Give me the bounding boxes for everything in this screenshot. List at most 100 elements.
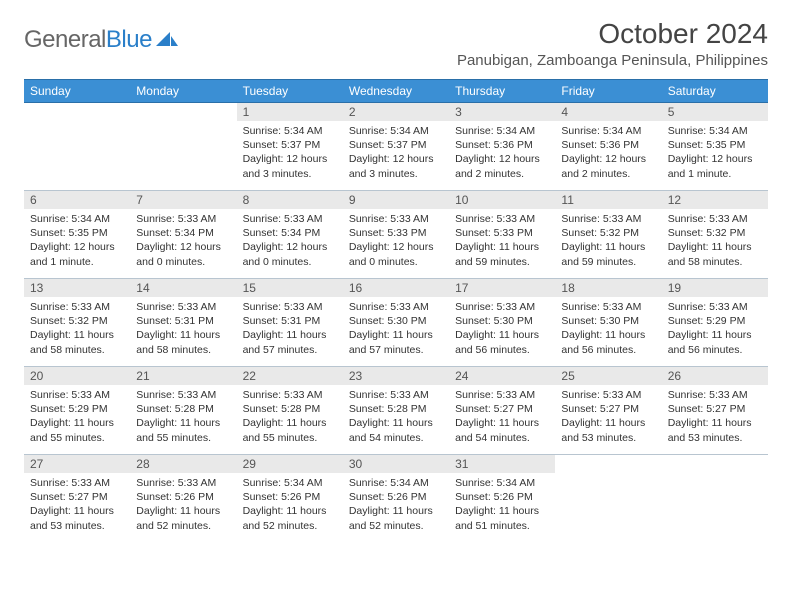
calendar-day-cell: 25Sunrise: 5:33 AMSunset: 5:27 PMDayligh…	[555, 367, 661, 455]
day-header: Sunday	[24, 80, 130, 103]
day-content: Sunrise: 5:34 AMSunset: 5:26 PMDaylight:…	[237, 473, 343, 537]
calendar-day-cell: 16Sunrise: 5:33 AMSunset: 5:30 PMDayligh…	[343, 279, 449, 367]
calendar-day-cell: 31Sunrise: 5:34 AMSunset: 5:26 PMDayligh…	[449, 455, 555, 543]
day-content: Sunrise: 5:33 AMSunset: 5:34 PMDaylight:…	[130, 209, 236, 273]
day-number: 23	[343, 367, 449, 385]
day-number: 12	[662, 191, 768, 209]
day-header: Monday	[130, 80, 236, 103]
calendar-day-cell: 22Sunrise: 5:33 AMSunset: 5:28 PMDayligh…	[237, 367, 343, 455]
calendar-day-cell: 13Sunrise: 5:33 AMSunset: 5:32 PMDayligh…	[24, 279, 130, 367]
day-content: Sunrise: 5:33 AMSunset: 5:31 PMDaylight:…	[130, 297, 236, 361]
day-number: 15	[237, 279, 343, 297]
day-header: Thursday	[449, 80, 555, 103]
page-header: GeneralBlue October 2024 Panubigan, Zamb…	[24, 18, 768, 69]
calendar-day-cell: 23Sunrise: 5:33 AMSunset: 5:28 PMDayligh…	[343, 367, 449, 455]
calendar-day-cell: 20Sunrise: 5:33 AMSunset: 5:29 PMDayligh…	[24, 367, 130, 455]
calendar-day-cell: 5Sunrise: 5:34 AMSunset: 5:35 PMDaylight…	[662, 103, 768, 191]
calendar-day-cell: 6Sunrise: 5:34 AMSunset: 5:35 PMDaylight…	[24, 191, 130, 279]
calendar-day-cell: ..	[130, 103, 236, 191]
calendar-day-cell: ..	[555, 455, 661, 543]
day-content: Sunrise: 5:33 AMSunset: 5:30 PMDaylight:…	[343, 297, 449, 361]
day-content: Sunrise: 5:33 AMSunset: 5:29 PMDaylight:…	[24, 385, 130, 449]
calendar-day-cell: 2Sunrise: 5:34 AMSunset: 5:37 PMDaylight…	[343, 103, 449, 191]
calendar-table: SundayMondayTuesdayWednesdayThursdayFrid…	[24, 79, 768, 543]
day-content: Sunrise: 5:34 AMSunset: 5:36 PMDaylight:…	[555, 121, 661, 185]
calendar-day-cell: 10Sunrise: 5:33 AMSunset: 5:33 PMDayligh…	[449, 191, 555, 279]
day-number: 14	[130, 279, 236, 297]
day-number: 9	[343, 191, 449, 209]
calendar-day-cell: 29Sunrise: 5:34 AMSunset: 5:26 PMDayligh…	[237, 455, 343, 543]
day-content: Sunrise: 5:33 AMSunset: 5:27 PMDaylight:…	[662, 385, 768, 449]
day-content: Sunrise: 5:33 AMSunset: 5:28 PMDaylight:…	[130, 385, 236, 449]
calendar-body: ....1Sunrise: 5:34 AMSunset: 5:37 PMDayl…	[24, 103, 768, 543]
month-title: October 2024	[457, 18, 768, 50]
day-header: Wednesday	[343, 80, 449, 103]
day-number: 8	[237, 191, 343, 209]
calendar-day-cell: 28Sunrise: 5:33 AMSunset: 5:26 PMDayligh…	[130, 455, 236, 543]
day-content: Sunrise: 5:33 AMSunset: 5:33 PMDaylight:…	[449, 209, 555, 273]
calendar-day-cell: 15Sunrise: 5:33 AMSunset: 5:31 PMDayligh…	[237, 279, 343, 367]
calendar-day-cell: 3Sunrise: 5:34 AMSunset: 5:36 PMDaylight…	[449, 103, 555, 191]
day-content: Sunrise: 5:33 AMSunset: 5:34 PMDaylight:…	[237, 209, 343, 273]
day-number: 18	[555, 279, 661, 297]
day-number: 10	[449, 191, 555, 209]
day-number: 1	[237, 103, 343, 121]
day-content: Sunrise: 5:34 AMSunset: 5:35 PMDaylight:…	[24, 209, 130, 273]
calendar-day-cell: ..	[24, 103, 130, 191]
day-number: 27	[24, 455, 130, 473]
day-content: Sunrise: 5:33 AMSunset: 5:30 PMDaylight:…	[555, 297, 661, 361]
day-number: 3	[449, 103, 555, 121]
calendar-week-row: 20Sunrise: 5:33 AMSunset: 5:29 PMDayligh…	[24, 367, 768, 455]
day-header-row: SundayMondayTuesdayWednesdayThursdayFrid…	[24, 80, 768, 103]
day-content: Sunrise: 5:33 AMSunset: 5:30 PMDaylight:…	[449, 297, 555, 361]
calendar-week-row: 27Sunrise: 5:33 AMSunset: 5:27 PMDayligh…	[24, 455, 768, 543]
calendar-day-cell: 26Sunrise: 5:33 AMSunset: 5:27 PMDayligh…	[662, 367, 768, 455]
day-content: Sunrise: 5:33 AMSunset: 5:27 PMDaylight:…	[555, 385, 661, 449]
calendar-day-cell: 18Sunrise: 5:33 AMSunset: 5:30 PMDayligh…	[555, 279, 661, 367]
day-content: Sunrise: 5:33 AMSunset: 5:27 PMDaylight:…	[24, 473, 130, 537]
calendar-day-cell: 17Sunrise: 5:33 AMSunset: 5:30 PMDayligh…	[449, 279, 555, 367]
brand-name-blue: Blue	[106, 26, 152, 53]
day-number: 25	[555, 367, 661, 385]
title-block: October 2024 Panubigan, Zamboanga Penins…	[457, 18, 768, 69]
calendar-page: GeneralBlue October 2024 Panubigan, Zamb…	[0, 0, 792, 561]
brand-name: GeneralBlue	[24, 26, 152, 54]
day-content: Sunrise: 5:33 AMSunset: 5:26 PMDaylight:…	[130, 473, 236, 537]
day-number: 7	[130, 191, 236, 209]
day-content: Sunrise: 5:33 AMSunset: 5:33 PMDaylight:…	[343, 209, 449, 273]
day-number: 16	[343, 279, 449, 297]
brand-sail-icon	[156, 32, 178, 48]
day-content: Sunrise: 5:34 AMSunset: 5:26 PMDaylight:…	[343, 473, 449, 537]
calendar-day-cell: 27Sunrise: 5:33 AMSunset: 5:27 PMDayligh…	[24, 455, 130, 543]
brand-logo: GeneralBlue	[24, 26, 178, 54]
day-content: Sunrise: 5:33 AMSunset: 5:28 PMDaylight:…	[343, 385, 449, 449]
day-number: 6	[24, 191, 130, 209]
day-number: 31	[449, 455, 555, 473]
day-content: Sunrise: 5:33 AMSunset: 5:27 PMDaylight:…	[449, 385, 555, 449]
day-number: 4	[555, 103, 661, 121]
day-number: 30	[343, 455, 449, 473]
calendar-day-cell: 8Sunrise: 5:33 AMSunset: 5:34 PMDaylight…	[237, 191, 343, 279]
calendar-day-cell: 4Sunrise: 5:34 AMSunset: 5:36 PMDaylight…	[555, 103, 661, 191]
day-number: 13	[24, 279, 130, 297]
calendar-week-row: 13Sunrise: 5:33 AMSunset: 5:32 PMDayligh…	[24, 279, 768, 367]
day-content: Sunrise: 5:33 AMSunset: 5:28 PMDaylight:…	[237, 385, 343, 449]
day-number: 11	[555, 191, 661, 209]
calendar-day-cell: 12Sunrise: 5:33 AMSunset: 5:32 PMDayligh…	[662, 191, 768, 279]
day-content: Sunrise: 5:34 AMSunset: 5:35 PMDaylight:…	[662, 121, 768, 185]
day-number: 21	[130, 367, 236, 385]
day-number: 19	[662, 279, 768, 297]
calendar-day-cell: 1Sunrise: 5:34 AMSunset: 5:37 PMDaylight…	[237, 103, 343, 191]
day-number: 29	[237, 455, 343, 473]
calendar-day-cell: 7Sunrise: 5:33 AMSunset: 5:34 PMDaylight…	[130, 191, 236, 279]
day-content: Sunrise: 5:33 AMSunset: 5:32 PMDaylight:…	[24, 297, 130, 361]
day-content: Sunrise: 5:34 AMSunset: 5:26 PMDaylight:…	[449, 473, 555, 537]
day-number: 24	[449, 367, 555, 385]
calendar-day-cell: 14Sunrise: 5:33 AMSunset: 5:31 PMDayligh…	[130, 279, 236, 367]
day-content: Sunrise: 5:34 AMSunset: 5:37 PMDaylight:…	[237, 121, 343, 185]
calendar-day-cell: 9Sunrise: 5:33 AMSunset: 5:33 PMDaylight…	[343, 191, 449, 279]
day-header: Saturday	[662, 80, 768, 103]
day-number: 26	[662, 367, 768, 385]
brand-name-gray: General	[24, 26, 106, 53]
calendar-day-cell: 11Sunrise: 5:33 AMSunset: 5:32 PMDayligh…	[555, 191, 661, 279]
